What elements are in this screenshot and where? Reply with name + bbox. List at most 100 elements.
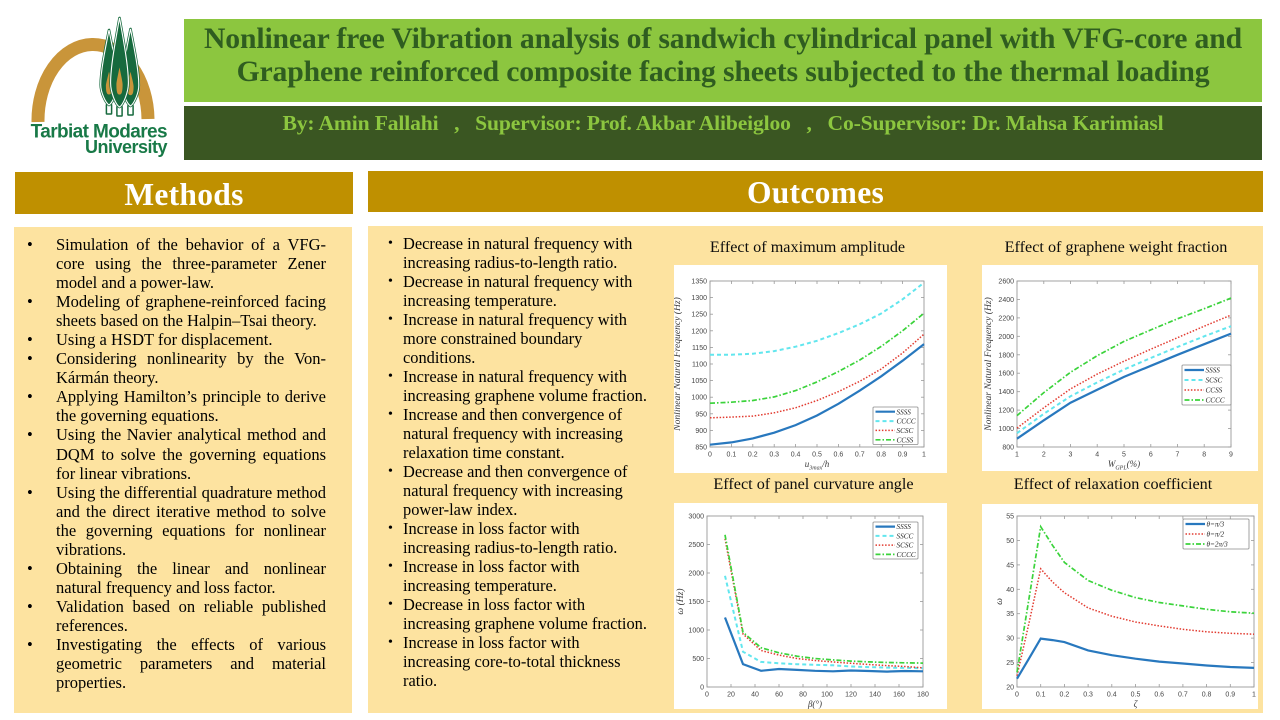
svg-text:CCCC: CCCC [897,418,916,426]
svg-text:1050: 1050 [691,378,707,385]
svg-text:ω: ω [994,598,1005,605]
svg-text:1800: 1800 [998,352,1014,359]
svg-text:0: 0 [1015,692,1019,699]
svg-text:2400: 2400 [998,297,1014,304]
svg-text:140: 140 [869,692,881,699]
svg-text:1400: 1400 [998,389,1014,396]
svg-text:25: 25 [1006,660,1014,667]
svg-text:β(°): β(°) [807,699,822,709]
svg-text:1150: 1150 [692,345,707,352]
svg-text:850: 850 [695,445,707,452]
svg-text:2600: 2600 [998,279,1014,286]
svg-text:0.3: 0.3 [1083,692,1093,699]
svg-text:1300: 1300 [691,295,707,302]
svg-text:WGPL(%): WGPL(%) [1108,459,1140,471]
svg-text:1200: 1200 [691,328,707,335]
svg-text:University: University [85,137,168,157]
svg-text:1: 1 [922,452,926,459]
svg-text:2200: 2200 [998,315,1014,322]
svg-text:2000: 2000 [998,334,1014,341]
svg-text:1200: 1200 [998,408,1014,415]
svg-text:0.9: 0.9 [898,452,908,459]
svg-text:2500: 2500 [688,542,704,549]
svg-text:1100: 1100 [692,362,707,369]
svg-text:55: 55 [1006,514,1014,521]
svg-text:Tarbiat Modares: Tarbiat Modares [31,122,167,143]
svg-text:8: 8 [1202,452,1206,459]
svg-text:1250: 1250 [691,312,707,319]
svg-text:0.5: 0.5 [1131,692,1141,699]
svg-text:1: 1 [1015,452,1019,459]
svg-text:1500: 1500 [688,599,704,606]
svg-text:1000: 1000 [998,426,1014,433]
svg-text:1350: 1350 [691,279,707,286]
svg-text:0.7: 0.7 [855,452,865,459]
svg-text:SCSC: SCSC [897,427,914,435]
svg-text:0.4: 0.4 [1107,692,1117,699]
svg-text:0.8: 0.8 [1202,692,1212,699]
svg-text:θ=2π/3: θ=2π/3 [1207,541,1229,549]
svg-text:160: 160 [893,692,905,699]
svg-text:120: 120 [845,692,857,699]
svg-text:1000: 1000 [688,628,704,635]
svg-text:30: 30 [1006,636,1014,643]
svg-text:0.8: 0.8 [876,452,886,459]
svg-text:SSSS: SSSS [897,408,912,416]
svg-text:CCCC: CCCC [897,551,916,559]
svg-text:SCSC: SCSC [897,542,914,550]
svg-text:40: 40 [751,692,759,699]
svg-text:Nonlinear Natural Frequency (H: Nonlinear Natural Frequency (Hz) [674,297,683,432]
svg-text:3: 3 [1069,452,1073,459]
svg-text:180: 180 [917,692,929,699]
svg-text:2: 2 [1042,452,1046,459]
svg-text:0.4: 0.4 [791,452,801,459]
svg-text:0.2: 0.2 [748,452,758,459]
svg-text:35: 35 [1006,611,1014,618]
svg-text:20: 20 [1006,685,1014,692]
svg-text:0.6: 0.6 [834,452,844,459]
svg-text:SSCC: SSCC [897,533,914,541]
svg-text:50: 50 [1006,538,1014,545]
svg-text:900: 900 [695,428,707,435]
svg-text:CCSS: CCSS [1206,387,1223,395]
svg-text:2000: 2000 [688,571,704,578]
svg-text:800: 800 [1002,445,1014,452]
svg-text:20: 20 [727,692,735,699]
svg-text:3000: 3000 [688,514,704,521]
svg-text:SSSS: SSSS [897,523,912,531]
svg-text:u3max/h: u3max/h [805,459,830,472]
svg-text:0.5: 0.5 [812,452,822,459]
svg-text:CCSS: CCSS [897,436,914,444]
svg-text:5: 5 [1122,452,1126,459]
svg-text:0.1: 0.1 [727,452,737,459]
svg-text:0.9: 0.9 [1225,692,1235,699]
svg-text:80: 80 [799,692,807,699]
svg-text:1: 1 [1252,692,1256,699]
svg-text:Nonlinear Natural Frequency (H: Nonlinear Natural Frequency (Hz) [983,297,994,432]
svg-text:500: 500 [692,656,704,663]
svg-text:θ=π/3: θ=π/3 [1207,521,1225,529]
svg-text:SCSC: SCSC [1206,377,1223,385]
svg-text:ζ: ζ [1134,699,1139,709]
svg-text:0.6: 0.6 [1154,692,1164,699]
svg-text:60: 60 [775,692,783,699]
svg-text:CCCC: CCCC [1206,397,1225,405]
svg-text:45: 45 [1006,562,1014,569]
svg-text:0: 0 [708,452,712,459]
svg-text:1000: 1000 [691,395,707,402]
svg-text:SSSS: SSSS [1206,367,1221,375]
svg-text:ω (Hz): ω (Hz) [675,588,686,614]
svg-text:0.3: 0.3 [769,452,779,459]
svg-text:7: 7 [1176,452,1180,459]
svg-text:40: 40 [1006,587,1014,594]
svg-text:0.7: 0.7 [1178,692,1188,699]
svg-text:100: 100 [821,692,833,699]
svg-text:950: 950 [695,411,707,418]
svg-text:θ=π/2: θ=π/2 [1207,531,1225,539]
svg-text:0.1: 0.1 [1036,692,1046,699]
svg-text:0: 0 [705,692,709,699]
svg-text:0.2: 0.2 [1060,692,1070,699]
svg-text:9: 9 [1229,452,1233,459]
svg-text:6: 6 [1149,452,1153,459]
svg-text:4: 4 [1095,452,1099,459]
